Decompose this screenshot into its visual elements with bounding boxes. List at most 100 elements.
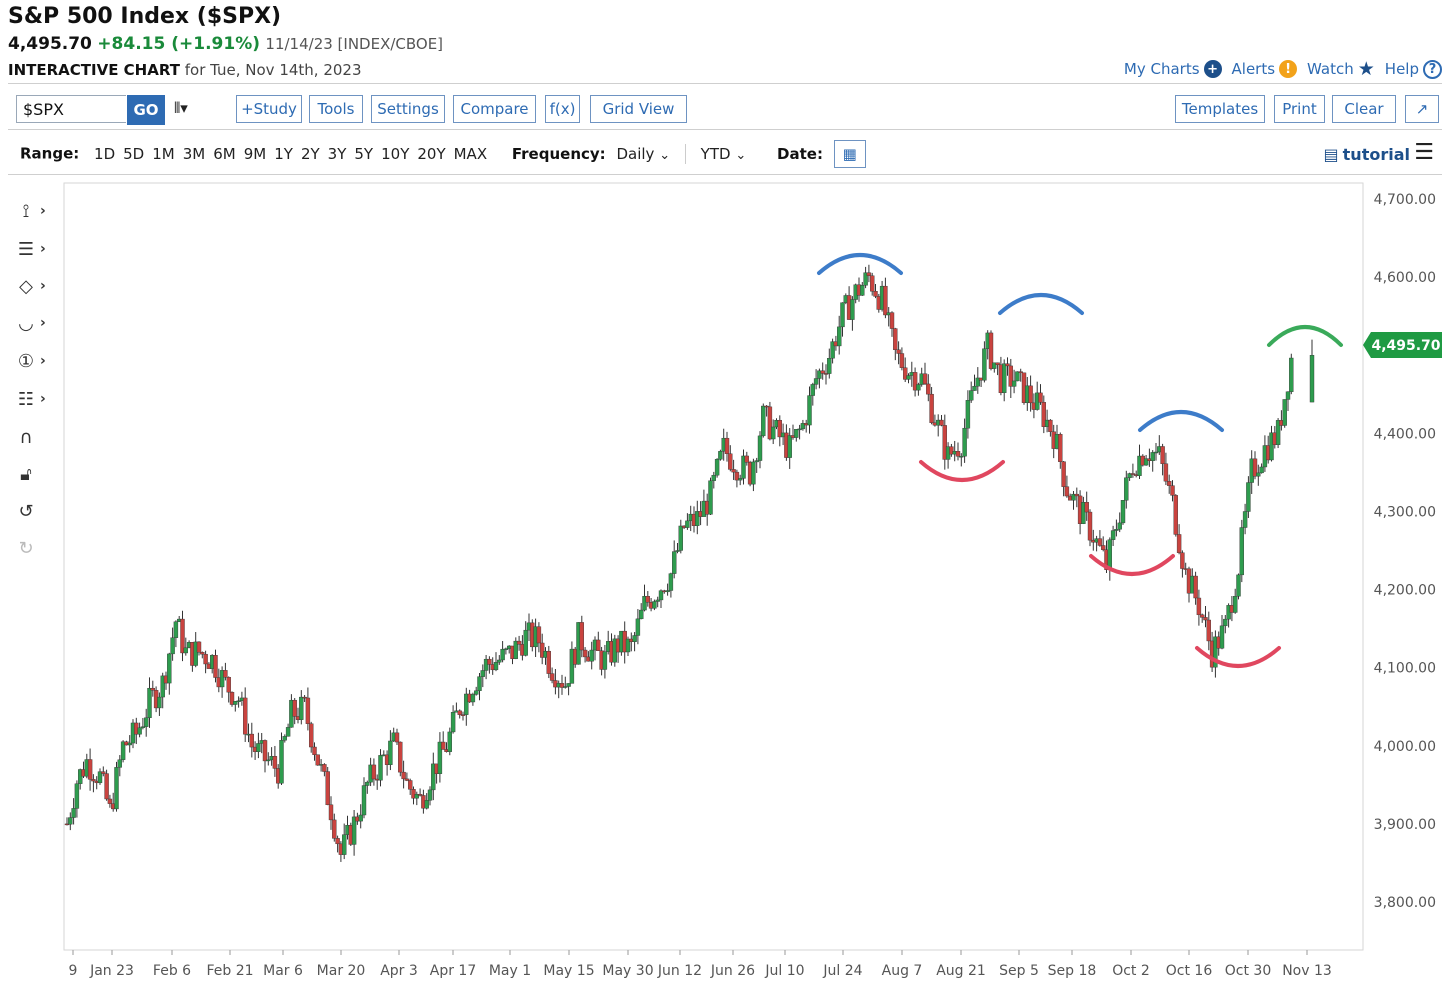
range-3m[interactable]: 3M <box>182 144 206 163</box>
range-5d[interactable]: 5D <box>123 144 145 163</box>
candle <box>546 650 551 674</box>
candle <box>711 474 716 481</box>
grid-view-button[interactable]: Grid View <box>590 95 687 123</box>
resistance-arc[interactable] <box>817 253 903 275</box>
support-arc[interactable] <box>919 460 1005 482</box>
alerts-link[interactable]: Alerts ! <box>1232 60 1298 78</box>
range-2y[interactable]: 2Y <box>300 144 320 163</box>
candle <box>279 740 284 784</box>
candle <box>170 637 175 655</box>
watch-link[interactable]: Watch ★ <box>1307 58 1375 80</box>
range-1m[interactable]: 1M <box>152 144 175 163</box>
candle <box>992 362 997 369</box>
arc-tool[interactable]: ◡ › <box>12 308 58 338</box>
candle <box>150 687 156 691</box>
range-max[interactable]: MAX <box>453 144 488 163</box>
tools-button[interactable]: Tools <box>309 95 363 123</box>
x-tick-label: Nov 13 <box>1282 963 1332 979</box>
candle <box>447 731 452 752</box>
x-tick-label: May 1 <box>489 963 531 979</box>
range-6m[interactable]: 6M <box>213 144 236 163</box>
candle <box>474 690 479 695</box>
range-9m[interactable]: 9M <box>243 144 267 163</box>
candle <box>959 455 964 458</box>
range-1d[interactable]: 1D <box>94 144 116 163</box>
magnet-icon: ∩ <box>19 426 33 448</box>
candle <box>365 781 370 786</box>
magnet-tool[interactable]: ∩ <box>12 422 58 452</box>
print-button[interactable]: Print <box>1274 95 1325 123</box>
candle <box>632 635 637 642</box>
candle <box>104 773 109 800</box>
go-button[interactable]: GO <box>127 95 165 125</box>
candle <box>751 461 756 485</box>
candle <box>457 710 462 715</box>
candle <box>358 814 363 822</box>
candle <box>282 736 287 741</box>
candle <box>361 785 367 816</box>
fibonacci-tool[interactable]: ☷ › <box>12 384 58 414</box>
symbol-input[interactable] <box>16 95 126 123</box>
range-3y[interactable]: 3Y <box>327 144 347 163</box>
candle <box>929 393 934 423</box>
crosshair-tool[interactable]: ⟟ › <box>12 196 58 226</box>
candle <box>302 696 307 699</box>
shapes-tool[interactable]: ◇ › <box>12 271 58 301</box>
candle <box>652 601 657 609</box>
period-select[interactable]: YTD ⌄ <box>701 145 747 163</box>
x-tick-label: Jun 26 <box>710 963 755 979</box>
lines-tool[interactable]: ☰ › <box>12 234 58 264</box>
support-arc[interactable] <box>1195 646 1281 668</box>
undo-tool[interactable]: ↺ <box>12 496 58 526</box>
templates-button[interactable]: Templates <box>1175 95 1265 123</box>
candle <box>101 771 106 774</box>
candle <box>371 764 377 780</box>
frequency-select[interactable]: Daily ⌄ <box>616 145 670 163</box>
candle <box>1041 402 1047 427</box>
candle <box>566 683 571 687</box>
candle <box>1038 392 1043 403</box>
candle <box>483 658 489 671</box>
candlestick-type-icon[interactable]: ⫴▾ <box>174 99 188 117</box>
lock-tool[interactable]: 🔓︎ <box>12 459 58 489</box>
range-1y[interactable]: 1Y <box>274 144 293 163</box>
hamburger-menu-icon[interactable]: ☰ <box>1414 140 1434 165</box>
range-10y[interactable]: 10Y <box>381 144 410 163</box>
top-links: My Charts + Alerts ! Watch ★ Help ? <box>1124 58 1442 80</box>
candle <box>1097 538 1103 546</box>
candle <box>1170 485 1175 496</box>
candle <box>477 676 482 691</box>
candle <box>823 373 829 375</box>
candle <box>988 332 994 369</box>
candle <box>1242 511 1248 528</box>
candle <box>893 328 898 350</box>
x-tick-label: Jun 12 <box>657 963 702 979</box>
resistance-arc[interactable] <box>1138 410 1224 432</box>
calendar-icon[interactable]: ▦ <box>833 140 866 168</box>
support-arc[interactable] <box>1089 554 1175 576</box>
candle <box>771 426 776 440</box>
resistance-arc[interactable] <box>998 293 1084 315</box>
range-5y[interactable]: 5Y <box>354 144 374 163</box>
study-button[interactable]: +Study <box>236 95 302 123</box>
candle <box>1246 482 1251 512</box>
last-candle <box>1309 355 1315 403</box>
compare-button[interactable]: Compare <box>453 95 536 123</box>
tutorial-link[interactable]: ▤ tutorial <box>1324 145 1410 164</box>
candle <box>107 798 113 804</box>
candle <box>213 654 218 678</box>
fx-button[interactable]: f(x) <box>545 95 580 123</box>
candle <box>256 743 261 752</box>
range-20y[interactable]: 20Y <box>417 144 446 163</box>
annotation-tool[interactable]: ① › <box>12 346 58 376</box>
y-tick-label: 4,700.00 <box>1374 192 1436 208</box>
my-charts-link[interactable]: My Charts + <box>1124 60 1222 78</box>
expand-icon[interactable]: ↗ <box>1405 95 1439 123</box>
breakout-arc[interactable] <box>1267 325 1343 347</box>
settings-button[interactable]: Settings <box>371 95 445 123</box>
line-list-icon: ☰ <box>17 238 35 260</box>
clear-button[interactable]: Clear <box>1332 95 1396 123</box>
x-tick-label: Oct 2 <box>1112 963 1150 979</box>
help-link[interactable]: Help ? <box>1385 59 1442 79</box>
